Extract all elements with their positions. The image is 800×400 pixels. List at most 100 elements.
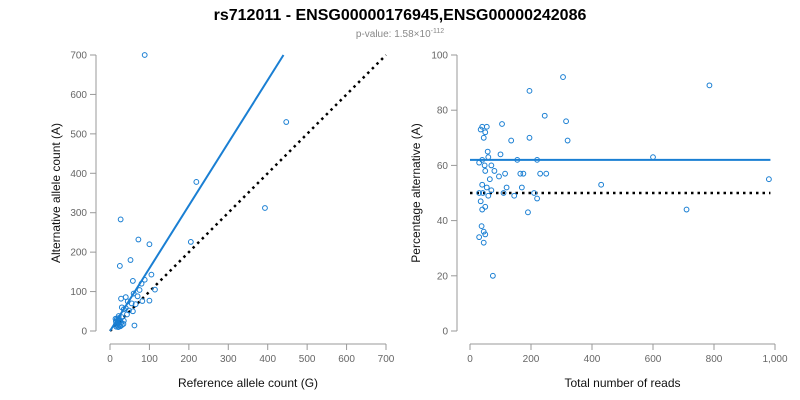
left-y-tick-label: 600 xyxy=(70,90,87,101)
left-y-tick-label: 300 xyxy=(70,208,87,219)
data-point xyxy=(518,184,525,191)
data-point xyxy=(262,205,268,211)
data-point xyxy=(283,119,290,125)
data-point xyxy=(502,170,508,177)
left-y-tick-label: 200 xyxy=(70,248,87,259)
left-x-tick-label: 200 xyxy=(181,354,198,365)
data-point xyxy=(563,118,569,125)
data-point xyxy=(482,203,489,210)
left-y-tick-label: 700 xyxy=(70,51,87,62)
data-point xyxy=(131,322,138,329)
left-y-tick-label: 0 xyxy=(81,327,87,338)
right-y-axis: 0 20 40 60 80 100 xyxy=(431,51,458,338)
right-x-tick-label: 400 xyxy=(584,354,601,365)
data-point xyxy=(112,315,119,322)
data-point xyxy=(480,134,487,141)
data-point xyxy=(483,184,490,191)
data-point xyxy=(116,263,123,269)
data-point xyxy=(766,176,772,183)
data-point xyxy=(482,231,489,238)
data-point xyxy=(136,287,143,293)
left-x-tick-label: 400 xyxy=(259,354,276,365)
data-point xyxy=(531,190,537,196)
data-point xyxy=(146,241,153,248)
data-point xyxy=(130,290,137,297)
data-point xyxy=(706,82,713,89)
data-point xyxy=(503,184,510,191)
data-point xyxy=(117,323,124,330)
data-point xyxy=(482,168,489,174)
right-points xyxy=(476,74,772,279)
data-point xyxy=(543,170,550,177)
data-point xyxy=(129,278,136,284)
data-point xyxy=(138,280,145,287)
right-y-axis-label: Percentage alternative (A) xyxy=(409,123,423,262)
right-x-tick-label: 600 xyxy=(645,354,662,365)
data-point xyxy=(508,137,515,144)
data-point xyxy=(128,300,135,307)
data-point xyxy=(141,52,148,58)
left-x-tick-label: 500 xyxy=(299,354,316,365)
data-point xyxy=(134,293,141,300)
data-point xyxy=(193,179,200,185)
data-point xyxy=(520,170,527,177)
data-point xyxy=(564,137,571,144)
data-point xyxy=(485,192,492,199)
data-point xyxy=(132,301,139,308)
left-y-axis-label: Alternative allele count (A) xyxy=(49,123,63,263)
right-y-tick-label: 20 xyxy=(437,271,449,282)
left-x-tick-label: 700 xyxy=(378,354,395,365)
right-y-tick-label: 80 xyxy=(437,106,449,117)
p-value-text: p-value: 1.58×10 xyxy=(356,29,431,40)
left-y-axis: 0 100 200 300 400 500 600 700 xyxy=(70,51,97,338)
right-y-tick-label: 0 xyxy=(442,327,448,338)
chart-title: rs712011 - ENSG00000176945,ENSG000002420… xyxy=(214,7,587,24)
chart-subtitle: p-value: 1.58×10-112 xyxy=(356,28,444,40)
data-point xyxy=(476,190,483,196)
left-y-tick-label: 500 xyxy=(70,129,87,140)
right-x-axis-label: Total number of reads xyxy=(564,376,680,390)
data-point xyxy=(500,190,507,196)
right-y-tick-label: 60 xyxy=(437,161,449,172)
data-point xyxy=(477,198,484,205)
data-point xyxy=(129,308,136,315)
data-point xyxy=(526,87,533,94)
left-x-tick-label: 600 xyxy=(338,354,355,365)
data-point xyxy=(511,192,518,199)
left-x-tick-label: 100 xyxy=(141,354,158,365)
data-point xyxy=(496,173,502,180)
data-point xyxy=(525,209,531,216)
data-point xyxy=(488,187,495,194)
left-x-axis-label: Reference allele count (G) xyxy=(178,376,318,390)
data-point xyxy=(489,272,496,279)
data-point xyxy=(514,156,521,163)
data-point xyxy=(484,148,491,155)
data-point xyxy=(534,195,540,202)
data-point xyxy=(499,121,505,127)
data-point xyxy=(526,134,533,141)
data-point xyxy=(118,295,124,302)
data-point xyxy=(482,129,489,136)
data-point xyxy=(139,298,146,304)
data-point xyxy=(541,112,548,119)
left-scatter-panel: 0 100 200 300 400 500 600 700 0 100 200 300 400 500 60… xyxy=(49,51,395,391)
left-x-tick-label: 0 xyxy=(107,354,113,365)
data-point xyxy=(534,156,540,163)
data-point xyxy=(141,276,148,283)
data-point xyxy=(187,238,194,245)
left-reference-line xyxy=(109,54,387,332)
right-x-axis: 0 200 400 600 800 1,000 xyxy=(467,343,788,365)
right-x-tick-label: 200 xyxy=(523,354,540,365)
data-point xyxy=(485,154,492,161)
right-x-tick-label: 0 xyxy=(467,354,473,365)
data-point xyxy=(127,257,134,263)
data-point xyxy=(120,306,127,313)
data-point xyxy=(486,176,493,183)
data-point xyxy=(479,181,486,188)
data-point xyxy=(598,181,605,188)
left-points xyxy=(112,52,290,330)
data-point xyxy=(488,162,495,169)
right-y-tick-label: 40 xyxy=(437,216,449,227)
